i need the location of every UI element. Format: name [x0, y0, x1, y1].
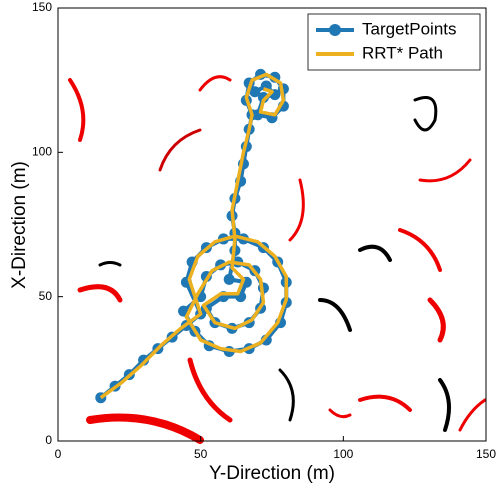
legend-label: RRT* Path: [362, 43, 443, 62]
target-point: [223, 273, 235, 285]
x-tick-label: 0: [55, 447, 62, 461]
x-axis-label: Y-Direction (m): [209, 463, 335, 484]
y-tick-label: 150: [32, 0, 52, 14]
target-point: [257, 91, 269, 103]
y-tick-label: 100: [32, 145, 52, 159]
y-tick-label: 0: [45, 433, 52, 447]
series-line: [99, 72, 289, 400]
target-point: [249, 86, 261, 98]
legend-label: TargetPoints: [362, 19, 457, 38]
target-point: [138, 354, 150, 366]
y-axis-label: X-Direction (m): [9, 161, 30, 289]
series-line: [99, 72, 289, 400]
plot-frame: [57, 7, 487, 442]
x-tick-label: 100: [333, 447, 353, 461]
y-tick-label: 50: [39, 289, 53, 303]
obstacle-map: [68, 75, 487, 444]
x-tick-label: 150: [476, 447, 496, 461]
legend-marker: [329, 24, 341, 36]
legend-box: [307, 13, 481, 71]
x-tick-label: 50: [194, 447, 208, 461]
